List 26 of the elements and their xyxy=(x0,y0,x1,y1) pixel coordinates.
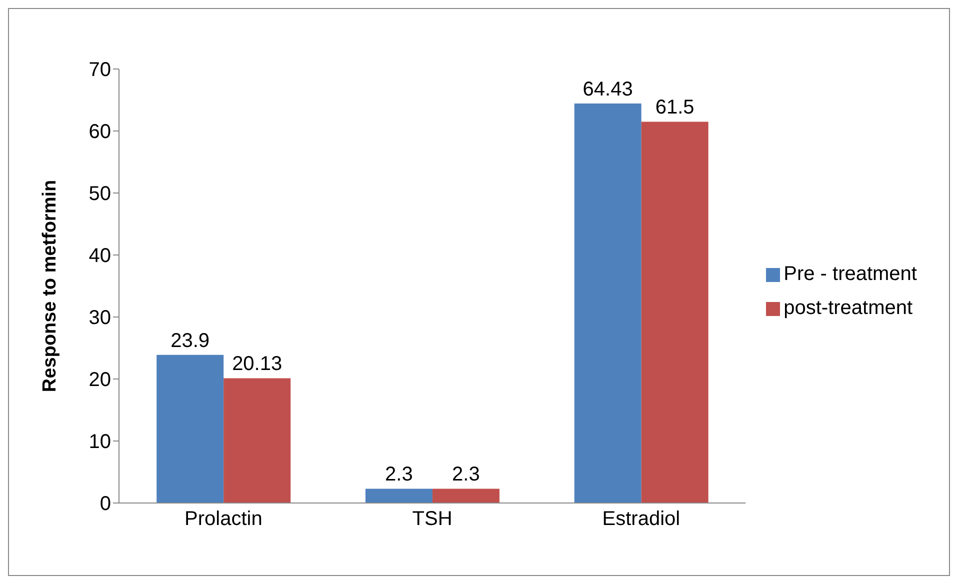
bar xyxy=(224,378,291,503)
data-label: 23.9 xyxy=(170,330,210,352)
y-tick-label: 70 xyxy=(88,59,111,82)
y-tick-label: 50 xyxy=(88,183,111,206)
y-tick-label: 0 xyxy=(100,493,111,516)
bar xyxy=(574,104,642,503)
data-label: 20.13 xyxy=(232,353,282,376)
data-label: 2.3 xyxy=(385,464,413,486)
y-axis-title: Response to metformin xyxy=(40,180,61,392)
bar xyxy=(365,488,432,503)
y-tick-label: 40 xyxy=(88,245,111,268)
y-tick-label: 20 xyxy=(88,369,111,392)
x-tick-label: Prolactin xyxy=(184,508,262,530)
legend-label: post-treatment xyxy=(784,297,913,319)
bar xyxy=(641,122,708,503)
bar xyxy=(156,354,224,503)
legend-label: Pre - treatment xyxy=(784,263,917,285)
y-tick-label: 10 xyxy=(88,431,111,454)
x-tick-label: Estradiol xyxy=(602,508,680,530)
x-tick-label: TSH xyxy=(412,508,452,530)
data-label: 64.43 xyxy=(582,78,633,101)
bar xyxy=(432,488,500,503)
y-tick-label: 30 xyxy=(88,307,111,330)
data-label: 61.5 xyxy=(655,96,694,119)
y-tick-label: 60 xyxy=(88,121,111,144)
data-label: 2.3 xyxy=(452,464,480,486)
